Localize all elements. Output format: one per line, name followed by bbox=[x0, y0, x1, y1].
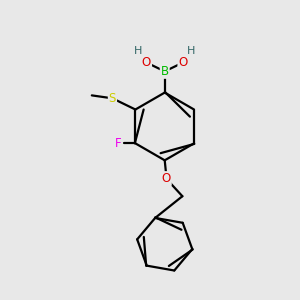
Text: O: O bbox=[178, 56, 188, 69]
Text: S: S bbox=[109, 92, 116, 105]
Text: B: B bbox=[161, 65, 169, 78]
Text: O: O bbox=[162, 172, 171, 185]
Text: H: H bbox=[187, 46, 195, 56]
Text: O: O bbox=[142, 56, 151, 69]
Text: F: F bbox=[115, 137, 122, 150]
Text: H: H bbox=[134, 46, 142, 56]
